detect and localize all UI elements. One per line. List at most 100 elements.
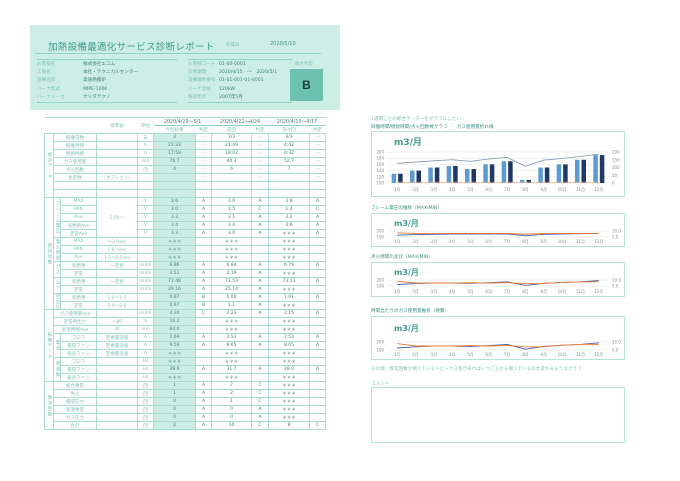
info-key: 診断期間: [188, 70, 207, 76]
before-previous-result: 28.0: [268, 365, 310, 374]
before-previous-result: ＊＊＊: [268, 245, 310, 254]
y-tick-label: 100: [376, 284, 384, 289]
y2-tick-label: 5.0: [612, 284, 619, 289]
before-previous-judge: A: [309, 277, 326, 286]
unit: [137, 173, 154, 182]
current-judge: [195, 189, 212, 198]
series-line-line-a: [397, 153, 599, 167]
unit: Hz: [137, 357, 154, 366]
bar: [391, 173, 397, 183]
unit: V: [137, 205, 154, 214]
y-tick-label: 100: [376, 181, 384, 186]
before-previous-judge: A: [309, 197, 326, 206]
info-key: お客様コード: [188, 62, 216, 67]
x-tick-label: 6月: [486, 352, 493, 357]
bar: [434, 167, 440, 183]
previous-result: 1.1: [211, 301, 252, 310]
previous-result: ＊＊＊: [211, 237, 252, 246]
item-name: 昇温時間Ave: [53, 325, 97, 334]
item-name: 循環ファン: [60, 365, 97, 374]
created-label: 作成日: [226, 43, 240, 48]
other-caption: その他／異常回数が増えているトピックス等があればいつごろから増えているのか変わる…: [371, 367, 582, 372]
x-tick-label: 7月: [504, 239, 511, 244]
current-result: 17:58: [153, 149, 196, 158]
previous-result: 31.7: [211, 365, 252, 374]
current-judge: A: [195, 269, 212, 278]
bar: [410, 170, 415, 183]
unit: V: [137, 197, 154, 206]
before-previous-judge: [309, 325, 326, 334]
y-tick-label: 100: [376, 348, 384, 353]
info-key: バーナ型式: [37, 86, 60, 92]
unit: [137, 237, 154, 246]
x-tick-label: 8月: [522, 187, 529, 192]
base-value: [96, 413, 138, 422]
before-previous-result: 2.15: [268, 309, 310, 318]
before-previous-result: ＊＊＊: [268, 253, 310, 262]
x-tick-label: 11月: [576, 352, 585, 357]
info-value: 2007年5月: [219, 94, 243, 100]
x-tick-label: 9月: [541, 289, 548, 294]
previous-result: ＊＊＊: [211, 253, 252, 262]
before-previous-judge: [309, 189, 326, 198]
overall-grade-badge: B: [290, 69, 323, 101]
before-previous-result: 52.7: [268, 157, 310, 166]
current-result: 0.97: [153, 301, 196, 310]
before-previous-judge: [309, 413, 326, 422]
previous-judge: C: [251, 421, 269, 430]
bar: [599, 155, 605, 183]
item-name: MAX: [60, 197, 97, 206]
table-row: 排気ファン Hz ＊＊＊ ＊＊＊ ＊＊＊: [45, 373, 326, 382]
item-name: Ave: [60, 213, 97, 222]
bar: [501, 161, 507, 183]
current-judge: A: [195, 213, 212, 222]
x-tick-label: 11月: [576, 289, 585, 294]
before-previous-result: ＊＊＊: [268, 349, 310, 358]
base-value: ～3.0sec: [96, 237, 138, 246]
previous-judge: A: [251, 229, 269, 238]
before-previous-judge: [309, 389, 326, 398]
before-previous-judge: A: [309, 229, 326, 238]
before-previous-judge: [309, 405, 326, 414]
previous-result: 3.1: [211, 213, 252, 222]
current-result: 84.0: [153, 325, 196, 334]
current-result: 3.4: [153, 221, 196, 230]
current-result: ＊＊＊: [153, 373, 196, 382]
before-previous-result: 2.53: [268, 333, 310, 342]
previous-judge: A: [251, 269, 269, 278]
current-judge: A: [195, 397, 212, 406]
current-result: 4.30: [153, 309, 196, 318]
before-previous-result: ＊＊＊: [268, 229, 310, 238]
current-result: 1: [153, 381, 196, 390]
before-previous-judge: [309, 317, 326, 326]
x-tick-label: 1月: [394, 187, 401, 192]
current-judge: A: [195, 261, 212, 270]
before-previous-result: 4:42: [268, 141, 310, 150]
x-tick-label: 1月: [394, 239, 401, 244]
x-tick-label: 9月: [541, 187, 548, 192]
current-result: 4: [153, 165, 196, 174]
base-value: （オプション）: [96, 173, 138, 182]
previous-judge: [251, 317, 269, 326]
previous-result: 0: [211, 413, 252, 422]
before-previous-result: ＊＊＊: [268, 397, 310, 406]
previous-judge: [251, 237, 269, 246]
x-tick-label: 2月: [412, 239, 419, 244]
previous-result: 6.84: [211, 261, 252, 270]
previous-judge: [251, 373, 269, 382]
previous-judge: [251, 253, 269, 262]
comment-box[interactable]: [371, 387, 625, 443]
chart-title: m3/月: [394, 137, 422, 148]
x-tick-label: 10月: [558, 187, 567, 192]
current-judge: [195, 253, 212, 262]
previous-judge: [251, 325, 269, 334]
current-result: [153, 189, 196, 198]
current-judge: -: [195, 133, 212, 142]
before-previous-judge: [309, 381, 326, 390]
previous-result: 1.5: [211, 205, 252, 214]
previous-judge: -: [251, 157, 269, 166]
previous-judge: [251, 181, 269, 190]
item-name: 循環圧力: [53, 397, 97, 406]
col-previous: 前回: [211, 125, 252, 134]
